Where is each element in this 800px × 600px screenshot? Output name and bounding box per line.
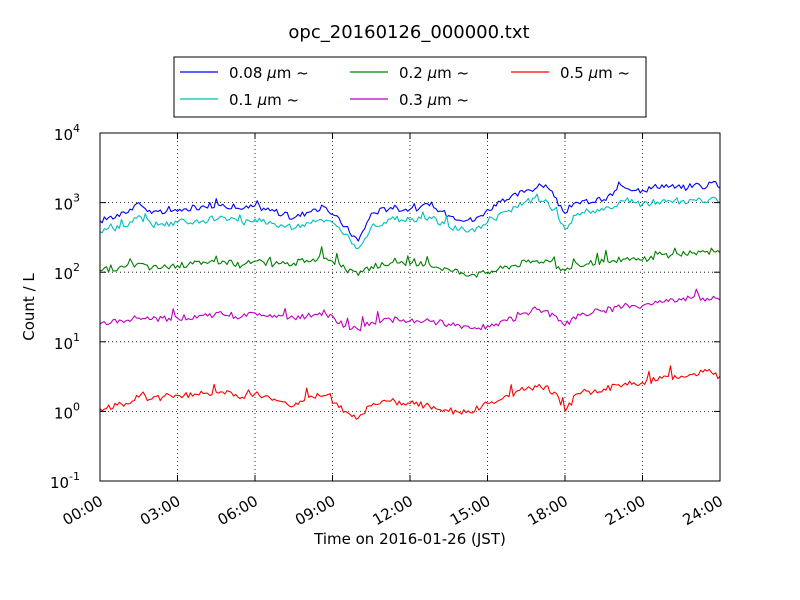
y-tick-label: 102	[54, 261, 80, 283]
y-tick-label: 103	[54, 192, 80, 214]
y-tick-label: 101	[54, 331, 80, 353]
legend-box	[173, 56, 647, 118]
y-tick-label: 10-1	[50, 470, 80, 492]
series-line	[99, 181, 721, 242]
chart-title: opc_20160126_000000.txt	[288, 22, 529, 43]
series-lines	[99, 181, 721, 420]
y-axis-label: Count / L	[20, 273, 38, 341]
x-axis-label: Time on 2016-01-26 (JST)	[313, 530, 506, 548]
series-line	[99, 246, 721, 278]
series-line	[99, 365, 721, 420]
grid	[100, 133, 720, 481]
series-line	[99, 193, 721, 250]
legend-entry: 0.3 µm ~	[399, 91, 469, 109]
legend-entry: 0.2 µm ~	[399, 64, 469, 82]
y-tick-label: 104	[54, 122, 80, 144]
legend-entry: 0.1 µm ~	[229, 91, 299, 109]
y-tick-label: 100	[54, 400, 80, 422]
legend-entry: 0.5 µm ~	[560, 64, 630, 82]
legend: 0.08 µm ~ 0.1 µm ~ 0.2 µm ~ 0.3 µm ~ 0.5 µm …	[173, 56, 647, 118]
legend-entry: 0.08 µm ~	[229, 64, 309, 82]
series-line	[99, 288, 721, 332]
